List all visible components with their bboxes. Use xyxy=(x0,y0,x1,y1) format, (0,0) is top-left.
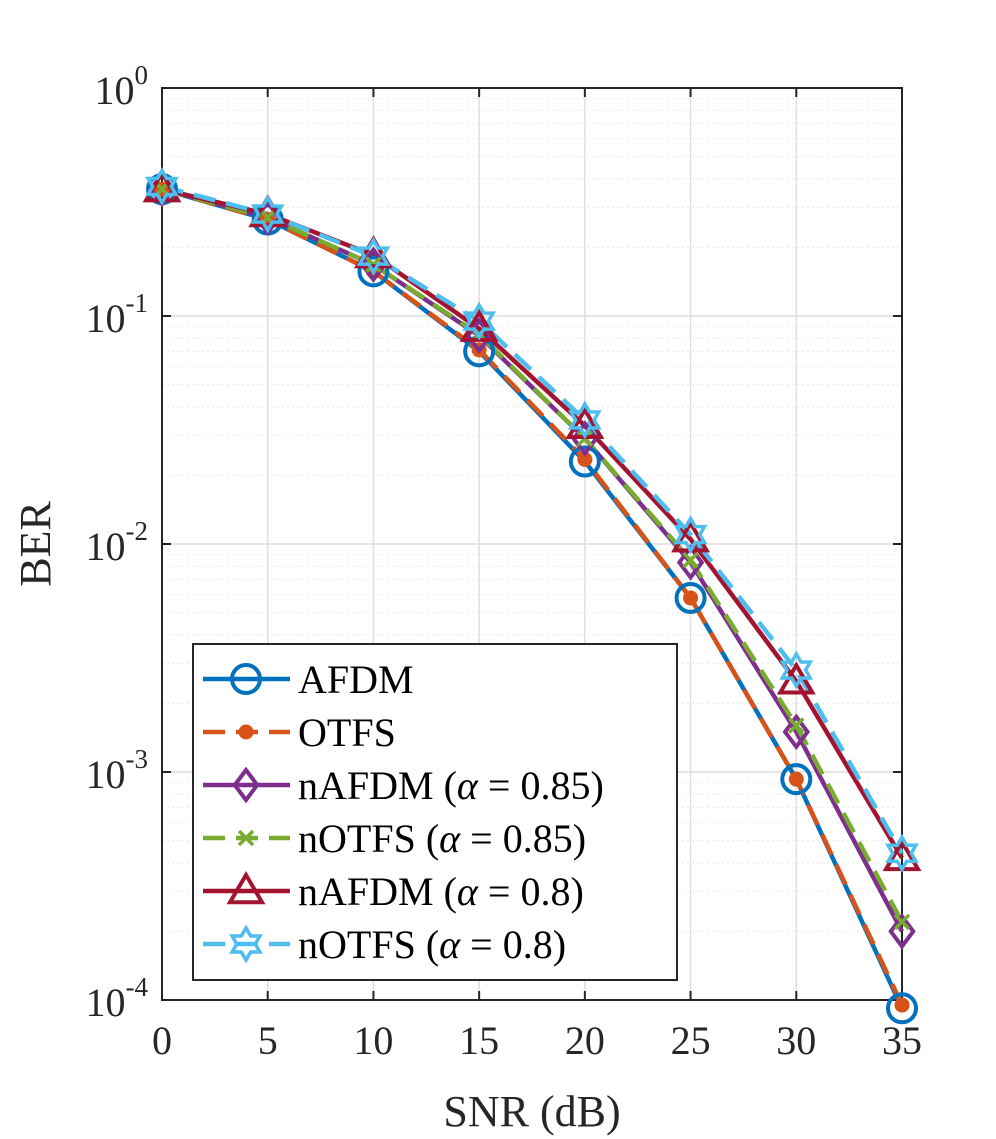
marker-dot xyxy=(238,724,254,740)
series-markers xyxy=(142,166,922,1025)
marker-hexagram xyxy=(250,194,285,234)
marker-x xyxy=(682,551,699,569)
x-tick-label: 35 xyxy=(882,1018,922,1063)
series-lines xyxy=(161,184,905,1010)
series-line-4 xyxy=(161,186,904,860)
marker-circle xyxy=(780,763,813,796)
marker-diamond xyxy=(359,246,388,283)
y-axis-title: BER xyxy=(11,501,60,587)
marker-circle xyxy=(886,992,918,1025)
marker-hexagram xyxy=(567,400,602,440)
x-tick-label: 15 xyxy=(459,1018,499,1063)
legend-box xyxy=(192,643,678,981)
legend-entry: nOTFS (α = 0.8) xyxy=(298,922,566,967)
marker-x xyxy=(893,913,911,931)
marker-circle xyxy=(568,445,601,478)
legend-entry: OTFS xyxy=(298,710,396,755)
marker-dot xyxy=(683,590,699,606)
marker-diamond xyxy=(571,420,599,457)
marker-triangle xyxy=(353,235,393,269)
x-tick-label: 25 xyxy=(671,1018,711,1063)
marker-hexagram xyxy=(356,236,391,276)
y-tick-label: 10-4 xyxy=(86,972,149,1025)
x-tick-label: 30 xyxy=(776,1018,816,1063)
y-tick-label: 10-3 xyxy=(86,744,149,797)
marker-diamond xyxy=(782,713,811,751)
x-tick-label: 10 xyxy=(353,1018,393,1063)
y-tick-label: 10-1 xyxy=(86,288,149,341)
x-tick-label: 20 xyxy=(565,1018,605,1063)
marker-hexagram xyxy=(229,924,263,964)
legend-entry: nOTFS (α = 0.85) xyxy=(298,816,586,861)
marker-diamond xyxy=(888,913,916,950)
marker-hexagram xyxy=(885,833,919,873)
x-tick-label: 0 xyxy=(152,1018,172,1063)
marker-triangle xyxy=(226,871,266,905)
legend-entry: AFDM xyxy=(298,657,414,702)
x-tick-label: 5 xyxy=(258,1018,278,1063)
y-tick-label: 100 xyxy=(95,60,149,113)
marker-circle xyxy=(230,663,262,695)
marker-hexagram xyxy=(673,515,708,555)
marker-diamond xyxy=(232,766,260,804)
legend-entry: nAFDM (α = 0.85) xyxy=(298,763,604,808)
marker-hexagram xyxy=(145,166,179,206)
marker-dot xyxy=(894,997,910,1013)
y-tick-label: 10-2 xyxy=(86,516,149,569)
legend: AFDM OTFS nAFDM (α = 0.85) nOTFS (α = 0.85)… xyxy=(192,643,678,981)
marker-x xyxy=(788,717,805,734)
marker-diamond xyxy=(676,544,705,581)
x-axis-title: SNR (dB) xyxy=(443,1087,620,1136)
marker-triangle xyxy=(248,194,288,228)
axis-ticks: 0 5 10 15 20 25 30 35 100 10-1 10-2 10-3 10-4 xyxy=(86,60,923,1063)
marker-hexagram xyxy=(779,650,814,690)
marker-dot xyxy=(788,771,804,787)
legend-entry: nAFDM (α = 0.8) xyxy=(298,869,584,914)
marker-circle xyxy=(357,255,390,288)
series-line-1 xyxy=(161,186,905,1007)
marker-x xyxy=(237,829,255,847)
marker-hexagram xyxy=(462,301,497,341)
marker-circle xyxy=(674,581,707,614)
